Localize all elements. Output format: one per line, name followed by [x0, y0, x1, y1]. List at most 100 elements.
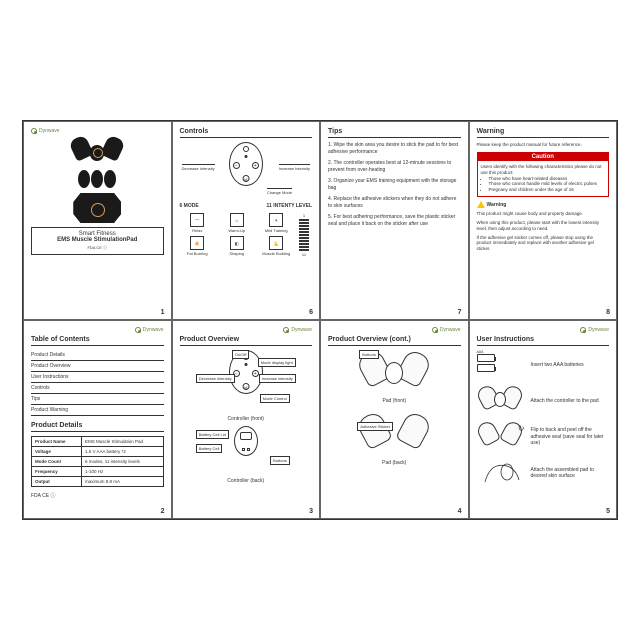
decrease-label: Decrease Intensity — [182, 164, 215, 171]
caution-body: Users identify with the following charac… — [478, 161, 609, 196]
battery-icon — [477, 354, 495, 362]
body-icon — [477, 458, 525, 486]
table-row: Frequency1-100 Hz — [32, 467, 164, 477]
page-number: 8 — [606, 309, 610, 316]
table-row: Voltage1.5 V AAA battery *2 — [32, 447, 164, 457]
toc-title: Table of Contents — [31, 336, 164, 346]
page-3-overview: Dynwave Product Overview −+ M On/Off Mod… — [172, 320, 321, 519]
dec-label: Decrease intensity — [196, 374, 235, 383]
warning-subheading: Warning — [477, 201, 610, 208]
toc-item: Tips — [31, 394, 164, 405]
toc-item: Product Details — [31, 350, 164, 361]
table-row: Outputmaximum 9.8 mA — [32, 477, 164, 487]
section-title: Product Overview — [180, 336, 313, 346]
brand-logo: Dynwave — [328, 327, 461, 333]
sticker-label: Adhesive Sticker — [357, 422, 393, 431]
mode-warmup: ♨Warm-Up — [219, 213, 255, 233]
toc-item: Controls — [31, 383, 164, 394]
caution-title: Caution — [478, 153, 609, 161]
page-6-controls: Controls −+ M Decrease Intensity Increas… — [172, 121, 321, 320]
abs-pad-illustration — [73, 193, 121, 223]
warning-intro: Please keep the product manual for futur… — [477, 142, 610, 148]
section-title: Tips — [328, 128, 461, 138]
instruction-step-4: Attach the assembled pad to desired skin… — [477, 458, 610, 488]
certifications: FDA CE ⓘ — [37, 245, 158, 251]
toc-item: Product Overview — [31, 361, 164, 372]
table-row: Product NameEMS Muscle Stimulation Pad — [32, 437, 164, 447]
battery-icon — [477, 364, 495, 372]
warning-text-2: When using this product, please start wi… — [477, 220, 610, 232]
toc-item: Product Warning — [31, 405, 164, 416]
mode-header-row: 6 MODE 11 INTENTY LEVEL — [180, 203, 313, 209]
page-number: 2 — [161, 508, 165, 515]
buttons-label: Buttons — [359, 350, 379, 359]
page-number: 3 — [309, 508, 313, 515]
instruction-step-2: Attach the controller to the pad — [477, 386, 610, 416]
mode-muscle: 💪Muscle Building — [259, 236, 295, 256]
page-5-instructions: Dynwave User Instructions AAA Insert two… — [469, 320, 618, 519]
intensity-heading: 11 INTENTY LEVEL — [267, 203, 312, 209]
btns-label: Buttons — [270, 456, 290, 465]
brand-logo: Dynwave — [31, 128, 164, 134]
tip-3: 3. Organize your EMS training equipment … — [328, 178, 461, 191]
page-7-tips: Tips 1. Wipe the skin area you desire to… — [320, 121, 469, 320]
mode-relax: 〰Relax — [180, 213, 216, 233]
modectrl-label: Mode Control — [260, 394, 290, 403]
tip-2: 2. The controller operates best at 12-mi… — [328, 160, 461, 173]
pad-front-caption: Pad (front) — [328, 398, 461, 404]
certifications: FDA CE ⓘ — [31, 492, 164, 499]
tip-1: 1. Wipe the skin area you desire to stic… — [328, 142, 461, 155]
product-title-box: Smart Fitness EMS Muscle StimulationPad … — [31, 227, 164, 255]
brand-logo: Dynwave — [31, 327, 164, 333]
onoff-label: On/Off — [232, 350, 250, 359]
toc-item: User Instructions — [31, 372, 164, 383]
step-text: Attach the controller to the pad — [531, 398, 599, 405]
mode-shaping: ◧Shaping — [219, 236, 255, 256]
cell-label: Battery Cell — [196, 444, 223, 453]
page-8-warning: Warning Please keep the product manual f… — [469, 121, 618, 320]
page-4-overview-cont: Dynwave Product Overview (cont.) Buttons… — [320, 320, 469, 519]
mode-mild: ⚘Mild Training — [259, 213, 295, 233]
caution-item: Pregnany and children under the age of 1… — [489, 187, 606, 193]
step-text: Flip to back and peel off the adhesive s… — [531, 427, 610, 447]
instruction-step-3: ↻ Flip to back and peel off the adhesive… — [477, 422, 610, 452]
brand-logo: Dynwave — [477, 327, 610, 333]
product-illustration — [31, 137, 164, 223]
tip-5: 5. For best adhering performance, save t… — [328, 214, 461, 227]
lid-label: Battery Cell Lid — [196, 430, 229, 439]
pad-back-caption: Pad (back) — [328, 460, 461, 466]
instruction-step-1: AAA Insert two AAA batteries — [477, 350, 610, 380]
hip-pad-illustration — [72, 137, 122, 167]
page-2-toc: Dynwave Table of Contents Product Detail… — [23, 320, 172, 519]
warning-text-3: If the adhesive gel sticker comes off, p… — [477, 235, 610, 253]
back-caption: Controller (back) — [180, 478, 313, 484]
page-number: 4 — [458, 508, 462, 515]
page-1-cover: Dynwave Smart Fitness EMS Muscle Stimula… — [23, 121, 172, 320]
controller-back-diagram — [234, 426, 258, 456]
inc-label: Increase intensity — [259, 374, 296, 383]
modes-grid: 〰Relax ♨Warm-Up ⚘Mild Training 1 11 🔥Fat… — [180, 213, 313, 257]
toc-list: Product Details Product Overview User In… — [31, 350, 164, 416]
modes-heading: 6 MODE — [180, 203, 199, 209]
manual-spread: Dynwave Smart Fitness EMS Muscle Stimula… — [22, 120, 618, 520]
product-details-table: Product NameEMS Muscle Stimulation Pad V… — [31, 436, 164, 487]
warning-icon — [477, 201, 485, 208]
details-title: Product Details — [31, 422, 164, 432]
step-text: Attach the assembled pad to desired skin… — [531, 467, 610, 480]
mode-label: Change Mode — [267, 188, 292, 195]
mode-fat: 🔥Fat Burning — [180, 236, 216, 256]
caution-box: Caution Users identify with the followin… — [477, 152, 610, 197]
page-number: 1 — [161, 309, 165, 316]
page-number: 6 — [309, 309, 313, 316]
tips-list: 1. Wipe the skin area you desire to stic… — [328, 142, 461, 227]
section-title: Product Overview (cont.) — [328, 336, 461, 346]
page-number: 7 — [458, 309, 462, 316]
section-title: Controls — [180, 128, 313, 138]
pad-front-diagram: Buttons — [359, 352, 429, 392]
display-label: Mode display light — [258, 358, 296, 367]
front-caption: Controller (front) — [180, 416, 313, 422]
table-row: Mode Count6 modes, 11 intensity levels — [32, 457, 164, 467]
arm-pad-illustration — [72, 170, 122, 190]
brand-logo: Dynwave — [180, 327, 313, 333]
tip-4: 4. Replace the adhesive stickers when th… — [328, 196, 461, 209]
